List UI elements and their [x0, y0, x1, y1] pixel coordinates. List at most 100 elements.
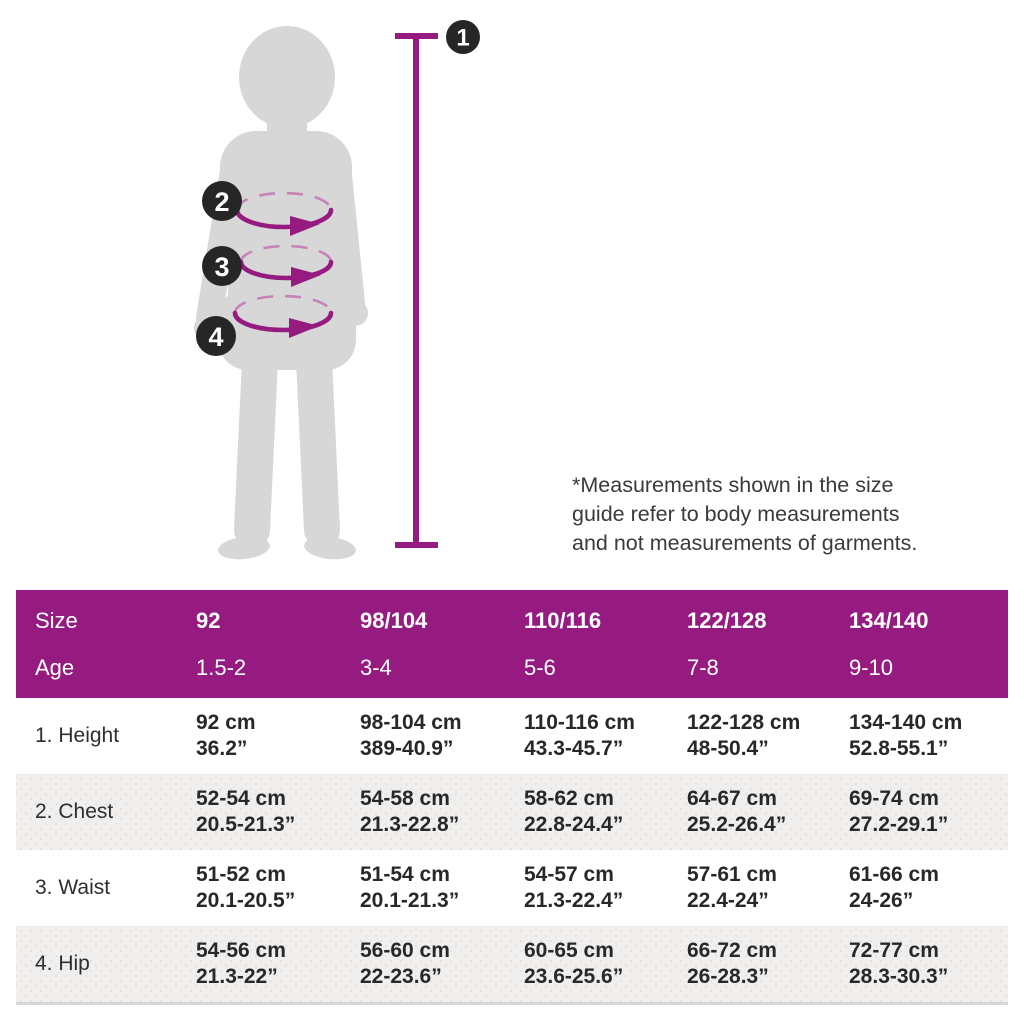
value-inches: 28.3-30.3” [849, 965, 949, 988]
measurement-cell: 98-104 cm 389-40.9” [360, 710, 524, 762]
value-inches: 21.3-22” [196, 965, 278, 988]
size-guide-table: Size 92 98/104 110/116 122/128 134/140 A… [16, 590, 1008, 1005]
value-cm: 51-54 cm [360, 863, 450, 886]
value-cm: 54-56 cm [196, 939, 286, 962]
measurement-cell: 60-65 cm 23.6-25.6” [524, 938, 687, 990]
waist-measure-ellipse [238, 244, 334, 287]
value-cm: 134-140 cm [849, 711, 963, 734]
size-row-label: Size [35, 607, 78, 633]
measurement-cell: 51-54 cm 20.1-21.3” [360, 862, 524, 914]
value-inches: 21.3-22.4” [524, 889, 624, 912]
size-col-122-128: 122/128 [687, 607, 767, 633]
child-silhouette-graphic [194, 26, 368, 560]
measurement-cell: 52-54 cm 20.5-21.3” [196, 786, 360, 838]
measurement-cell: 66-72 cm 26-28.3” [687, 938, 849, 990]
size-col-92: 92 [196, 607, 221, 633]
age-row-label: Age [35, 654, 75, 680]
value-inches: 36.2” [196, 737, 248, 760]
size-col-134-140: 134/140 [849, 607, 929, 633]
value-cm: 51-52 cm [196, 863, 286, 886]
size-header-row: Size 92 98/104 110/116 122/128 134/140 [16, 608, 1008, 634]
value-inches: 22.8-24.4” [524, 813, 624, 836]
table-header: Size 92 98/104 110/116 122/128 134/140 A… [16, 590, 1008, 698]
hip-measure-ellipse [232, 294, 334, 338]
row-label: 4. Hip [35, 952, 90, 975]
measurement-cell: 56-60 cm 22-23.6” [360, 938, 524, 990]
measurement-cell: 64-67 cm 25.2-26.4” [687, 786, 849, 838]
value-inches: 20.5-21.3” [196, 813, 296, 836]
value-inches: 21.3-22.8” [360, 813, 460, 836]
measurement-cell: 54-57 cm 21.3-22.4” [524, 862, 687, 914]
row-label: 1. Height [35, 724, 120, 747]
value-inches: 52.8-55.1” [849, 737, 949, 760]
height-measure-line [395, 33, 438, 548]
badge-2-chest: 2 [202, 181, 242, 221]
value-cm: 57-61 cm [687, 863, 777, 886]
measurement-disclaimer: *Measurements shown in the size guide re… [572, 471, 952, 558]
value-cm: 61-66 cm [849, 863, 939, 886]
value-cm: 52-54 cm [196, 787, 286, 810]
value-inches: 48-50.4” [687, 737, 769, 760]
measurement-cell: 72-77 cm 28.3-30.3” [849, 938, 1008, 990]
badge-1-number: 1 [456, 25, 469, 52]
value-inches: 20.1-21.3” [360, 889, 460, 912]
value-cm: 122-128 cm [687, 711, 801, 734]
value-inches: 25.2-26.4” [687, 813, 787, 836]
disclaimer-line: and not measurements of garments. [572, 531, 918, 555]
measurement-cell: 134-140 cm 52.8-55.1” [849, 710, 1008, 762]
value-cm: 54-57 cm [524, 863, 614, 886]
value-inches: 20.1-20.5” [196, 889, 296, 912]
value-cm: 56-60 cm [360, 939, 450, 962]
measurement-cell: 92 cm 36.2” [196, 710, 360, 762]
table-row-chest: 2. Chest 52-54 cm 20.5-21.3” 54-58 cm 21… [16, 774, 1008, 850]
value-cm: 58-62 cm [524, 787, 614, 810]
age-col-4: 7-8 [687, 654, 719, 680]
badge-1-height: 1 [446, 20, 480, 54]
value-inches: 22.4-24” [687, 889, 769, 912]
value-cm: 66-72 cm [687, 939, 777, 962]
age-col-3: 5-6 [524, 654, 556, 680]
value-inches: 23.6-25.6” [524, 965, 624, 988]
value-cm: 72-77 cm [849, 939, 939, 962]
age-col-2: 3-4 [360, 654, 392, 680]
measurement-cell: 54-56 cm 21.3-22” [196, 938, 360, 990]
badge-2-number: 2 [214, 187, 229, 217]
measurement-cell: 110-116 cm 43.3-45.7” [524, 710, 687, 762]
row-label: 2. Chest [35, 800, 114, 823]
measurement-cell: 69-74 cm 27.2-29.1” [849, 786, 1008, 838]
value-inches: 27.2-29.1” [849, 813, 949, 836]
measurement-cell: 61-66 cm 24-26” [849, 862, 1008, 914]
table-row-height: 1. Height 92 cm 36.2” 98-104 cm 389-40.9… [16, 698, 1008, 774]
badge-3-waist: 3 [202, 246, 242, 286]
measurement-cell: 54-58 cm 21.3-22.8” [360, 786, 524, 838]
measurement-cell: 57-61 cm 22.4-24” [687, 862, 849, 914]
value-cm: 54-58 cm [360, 787, 450, 810]
value-cm: 110-116 cm [524, 711, 635, 734]
table-row-waist: 3. Waist 51-52 cm 20.1-20.5” 51-54 cm 20… [16, 850, 1008, 926]
age-col-1: 1.5-2 [196, 654, 247, 680]
value-inches: 24-26” [849, 889, 914, 912]
value-inches: 22-23.6” [360, 965, 442, 988]
value-cm: 60-65 cm [524, 939, 614, 962]
size-col-110-116: 110/116 [524, 607, 602, 633]
value-inches: 389-40.9” [360, 737, 454, 760]
table-row-hip: 4. Hip 54-56 cm 21.3-22” 56-60 cm 22-23.… [16, 926, 1008, 1005]
badge-4-number: 4 [208, 322, 223, 352]
row-label: 3. Waist [35, 876, 111, 899]
disclaimer-line: guide refer to body measurements [572, 502, 900, 526]
badge-4-hip: 4 [196, 316, 236, 356]
value-cm: 69-74 cm [849, 787, 939, 810]
age-col-5: 9-10 [849, 654, 894, 680]
disclaimer-line: *Measurements shown in the size [572, 473, 894, 497]
badge-3-number: 3 [214, 252, 229, 282]
measurement-cell: 51-52 cm 20.1-20.5” [196, 862, 360, 914]
value-inches: 43.3-45.7” [524, 737, 624, 760]
value-cm: 64-67 cm [687, 787, 777, 810]
value-cm: 92 cm [196, 711, 256, 734]
age-header-row: Age 1.5-2 3-4 5-6 7-8 9-10 [16, 655, 1008, 681]
size-col-98-104: 98/104 [360, 607, 428, 633]
child-measurement-diagram: 1 2 3 4 [194, 20, 480, 560]
value-inches: 26-28.3” [687, 965, 769, 988]
measurement-cell: 58-62 cm 22.8-24.4” [524, 786, 687, 838]
